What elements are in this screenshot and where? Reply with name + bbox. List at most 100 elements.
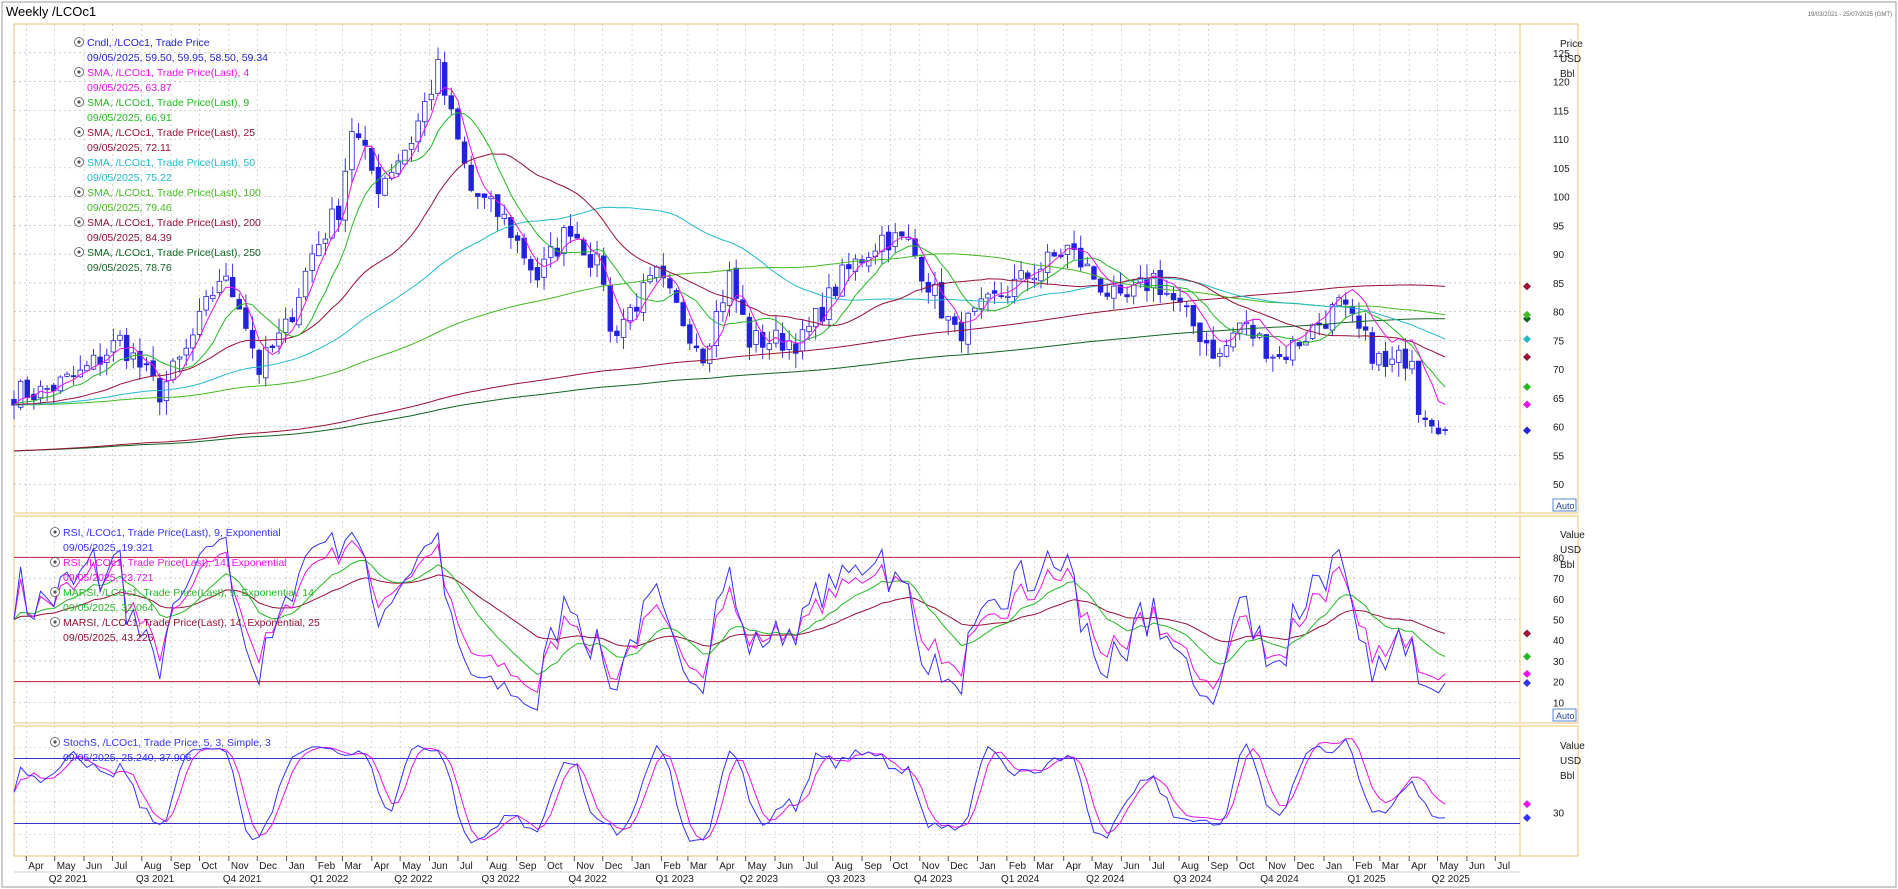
candle-body bbox=[627, 307, 633, 322]
rsi-legend-value: 09/05/2025, 43.225 bbox=[63, 632, 154, 644]
legend-toggle-dot-icon bbox=[53, 740, 57, 744]
candle-body bbox=[1184, 305, 1190, 308]
price-tick-label: 95 bbox=[1553, 221, 1565, 232]
candle-body bbox=[846, 264, 852, 270]
candle-body bbox=[726, 270, 733, 306]
month-label: Jul bbox=[460, 861, 473, 872]
auto-scale-button[interactable] bbox=[1552, 708, 1577, 722]
candle-body bbox=[395, 160, 402, 174]
quarter-label: Q3 2024 bbox=[1173, 874, 1212, 885]
candle-body bbox=[1429, 419, 1435, 427]
quarter-label: Q1 2022 bbox=[310, 874, 349, 885]
month-label: Apr bbox=[1066, 861, 1082, 872]
candle-body bbox=[1038, 268, 1044, 282]
candle-body bbox=[1237, 322, 1243, 335]
candle-body bbox=[481, 193, 488, 198]
month-label: Dec bbox=[605, 861, 623, 872]
candle-body bbox=[243, 307, 249, 329]
candle-body bbox=[349, 131, 355, 171]
candle-body bbox=[249, 329, 256, 349]
rsi-legend-value: 09/05/2025, 19.321 bbox=[63, 542, 154, 554]
candle-body bbox=[1396, 349, 1402, 363]
candle-body bbox=[567, 225, 574, 237]
month-label: Jun bbox=[1123, 861, 1139, 872]
candle-body bbox=[680, 302, 686, 327]
candle-body bbox=[369, 147, 375, 171]
candle-body bbox=[190, 334, 196, 349]
candle-body bbox=[667, 278, 673, 289]
candle-body bbox=[1422, 417, 1428, 420]
candle-body bbox=[514, 235, 521, 241]
price-tick-label: 120 bbox=[1553, 78, 1570, 89]
legend-toggle-dot-icon bbox=[53, 560, 57, 564]
auto-scale-button[interactable] bbox=[1552, 498, 1577, 512]
candle-body bbox=[839, 264, 845, 297]
candle-body bbox=[600, 255, 607, 285]
month-label: Feb bbox=[318, 861, 336, 872]
month-label: Dec bbox=[1297, 861, 1315, 872]
price-legend-value: 09/05/2025, 66.91 bbox=[87, 112, 172, 124]
candle-body bbox=[203, 296, 209, 311]
month-label: Apr bbox=[1411, 861, 1427, 872]
candle-body bbox=[1005, 295, 1011, 298]
candle-body bbox=[1011, 278, 1018, 297]
candle-body bbox=[634, 306, 640, 312]
candle-body bbox=[773, 329, 779, 344]
candle-body bbox=[1290, 339, 1296, 361]
candle-body bbox=[1402, 348, 1409, 369]
month-label: Jun bbox=[86, 861, 102, 872]
month-label: Jun bbox=[777, 861, 793, 872]
candle-body bbox=[110, 340, 117, 353]
quarter-label: Q3 2022 bbox=[481, 874, 520, 885]
candle-body bbox=[117, 334, 123, 341]
candle-body bbox=[607, 284, 614, 332]
date-range: 19/03/2021 - 25/07/2025 (GMT) bbox=[1807, 12, 1892, 18]
candle-body bbox=[1389, 358, 1395, 365]
candle-body bbox=[561, 227, 567, 255]
candle-body bbox=[316, 244, 322, 257]
legend-toggle-dot-icon bbox=[77, 130, 81, 134]
candle-body bbox=[534, 267, 541, 281]
rsi-tick-label: 10 bbox=[1553, 698, 1565, 709]
candle-body bbox=[1111, 285, 1117, 299]
candle-body bbox=[475, 193, 481, 197]
candle-body bbox=[236, 298, 242, 310]
candle-body bbox=[1296, 342, 1303, 347]
month-label: Feb bbox=[663, 861, 681, 872]
month-label: Oct bbox=[547, 861, 563, 872]
price-tick-label: 80 bbox=[1553, 308, 1565, 319]
price-legend-value: 09/05/2025, 75.22 bbox=[87, 172, 172, 184]
candle-body bbox=[746, 316, 753, 348]
month-label: Sep bbox=[864, 861, 882, 872]
legend-toggle-dot-icon bbox=[53, 590, 57, 594]
candle-body bbox=[1018, 270, 1024, 280]
price-tick-label: 55 bbox=[1553, 451, 1565, 462]
month-label: Mar bbox=[344, 861, 362, 872]
month-label: Sep bbox=[1210, 861, 1228, 872]
candle-body bbox=[1435, 427, 1442, 435]
rsi9-marker bbox=[1523, 679, 1531, 688]
price-legend-value: 09/05/2025, 59.50, 59.95, 58.50, 59.34 bbox=[87, 52, 268, 64]
candle-body bbox=[1170, 293, 1177, 301]
candle-body bbox=[362, 139, 368, 146]
month-label: Jul bbox=[1152, 861, 1165, 872]
price-legend-name: SMA, /LCOc1, Trade Price(Last), 100 bbox=[87, 187, 261, 199]
candle-body bbox=[104, 354, 110, 363]
month-label: Oct bbox=[202, 861, 218, 872]
month-label: Jun bbox=[1469, 861, 1485, 872]
stoch-tick-label: 30 bbox=[1553, 809, 1565, 820]
candle-body bbox=[1064, 244, 1071, 255]
price-tick-label: 60 bbox=[1553, 423, 1565, 434]
candle-body bbox=[263, 347, 269, 379]
candle-body bbox=[17, 380, 24, 408]
rsi-axis-header: Value bbox=[1560, 530, 1585, 541]
legend-toggle-dot-icon bbox=[53, 530, 57, 534]
price-legend-value: 09/05/2025, 84.39 bbox=[87, 232, 172, 244]
candle-body bbox=[143, 363, 150, 366]
stoch-k-marker bbox=[1523, 813, 1531, 822]
month-label: Dec bbox=[259, 861, 277, 872]
price-tick-label: 85 bbox=[1553, 279, 1565, 290]
candle-body bbox=[759, 331, 766, 348]
